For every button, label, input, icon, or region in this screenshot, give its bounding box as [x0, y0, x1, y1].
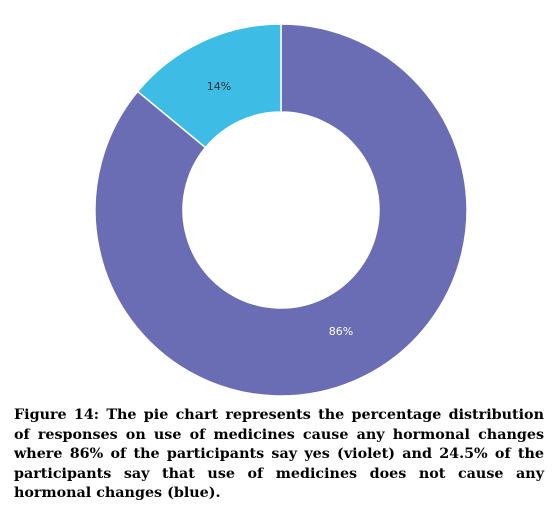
figure-caption: Figure 14: The pie chart represents the …: [14, 407, 544, 501]
slice-label-2: 14%: [207, 80, 231, 93]
donut-chart: 86% 14%: [94, 23, 468, 397]
pie-slice-1: [94, 23, 468, 397]
pie-slice-2: [136, 23, 282, 149]
slice-label-1: 86%: [329, 325, 353, 338]
